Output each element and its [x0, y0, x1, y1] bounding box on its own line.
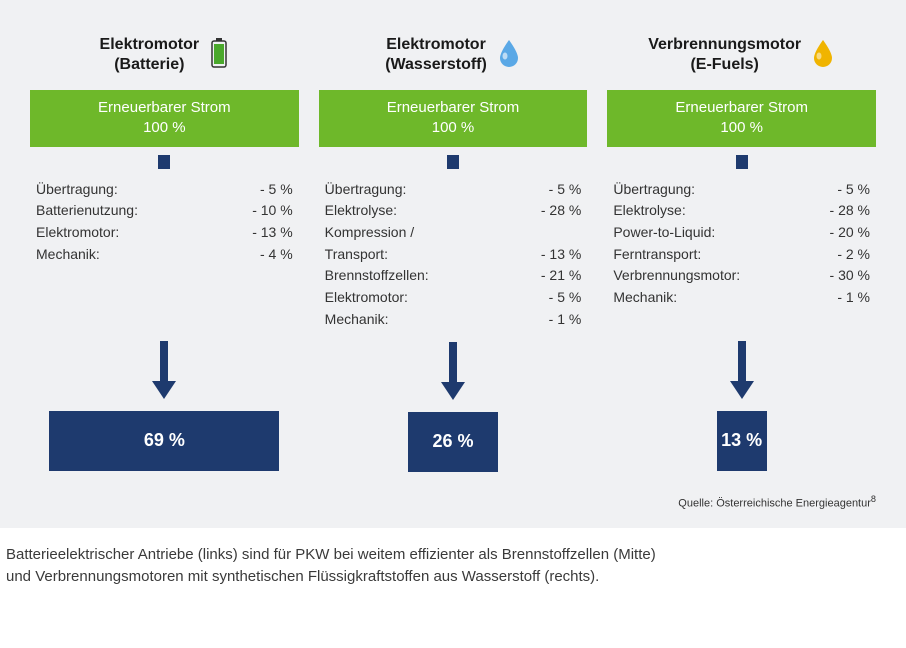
- loss-row: Verbrennungsmotor:- 30 %: [613, 265, 870, 287]
- source-line1: Erneuerbarer Strom: [675, 99, 808, 116]
- losses-list: Übertragung:- 5 % Elektrolyse:- 28 % Pow…: [607, 179, 876, 329]
- battery-icon: [209, 38, 229, 73]
- column-battery: Elektromotor (Batterie) Erneuerbarer Str…: [30, 30, 299, 472]
- column-header: Elektromotor (Wasserstoff): [319, 30, 588, 80]
- loss-row: Mechanik:- 4 %: [36, 244, 293, 266]
- source-box: Erneuerbarer Strom 100 %: [607, 90, 876, 147]
- source-line2: 100 %: [720, 119, 763, 136]
- loss-row: Übertragung:- 5 %: [613, 179, 870, 201]
- loss-row: Elektrolyse:- 28 %: [325, 200, 582, 222]
- connector-square: [447, 155, 459, 169]
- loss-row: Mechanik:- 1 %: [325, 309, 582, 331]
- result-wrap: 13 %: [607, 411, 876, 471]
- loss-row: Elektrolyse:- 28 %: [613, 200, 870, 222]
- column-hydrogen: Elektromotor (Wasserstoff) Erneuerbarer …: [319, 30, 588, 472]
- column-header: Verbrennungsmotor (E-Fuels): [607, 30, 876, 80]
- loss-row: Ferntransport:- 2 %: [613, 244, 870, 266]
- column-title: Elektromotor (Batterie): [100, 35, 200, 75]
- arrow: [727, 341, 757, 401]
- title-line2: (Batterie): [114, 56, 184, 73]
- caption-line1: Batterieelektrischer Antriebe (links) si…: [6, 546, 656, 563]
- caption: Batterieelektrischer Antriebe (links) si…: [6, 528, 906, 598]
- connector-square: [736, 155, 748, 169]
- columns-container: Elektromotor (Batterie) Erneuerbarer Str…: [30, 30, 876, 472]
- source-line1: Erneuerbarer Strom: [387, 99, 520, 116]
- source-line2: 100 %: [143, 119, 186, 136]
- loss-row: Power-to-Liquid:- 20 %: [613, 222, 870, 244]
- caption-line2: und Verbrennungsmotoren mit synthetische…: [6, 568, 599, 585]
- source-box: Erneuerbarer Strom 100 %: [30, 90, 299, 147]
- losses-list: Übertragung:- 5 % Batterienutzung:- 10 %…: [30, 179, 299, 329]
- source-box: Erneuerbarer Strom 100 %: [319, 90, 588, 147]
- loss-row: Elektromotor:- 5 %: [325, 287, 582, 309]
- result-wrap: 26 %: [319, 412, 588, 472]
- column-header: Elektromotor (Batterie): [30, 30, 299, 80]
- loss-row: Übertragung:- 5 %: [325, 179, 582, 201]
- column-title: Verbrennungsmotor (E-Fuels): [648, 35, 801, 75]
- loss-row: Batterienutzung:- 10 %: [36, 200, 293, 222]
- losses-list: Übertragung:- 5 % Elektrolyse:- 28 % Kom…: [319, 179, 588, 331]
- loss-row: Übertragung:- 5 %: [36, 179, 293, 201]
- column-title: Elektromotor (Wasserstoff): [385, 35, 487, 75]
- result-box: 69 %: [49, 411, 279, 471]
- loss-row: Elektromotor:- 13 %: [36, 222, 293, 244]
- arrow: [149, 341, 179, 401]
- arrow: [438, 342, 468, 402]
- loss-row: Mechanik:- 1 %: [613, 287, 870, 309]
- battery-fill: [214, 44, 224, 64]
- source-line1: Erneuerbarer Strom: [98, 99, 231, 116]
- infographic-panel: Elektromotor (Batterie) Erneuerbarer Str…: [0, 0, 906, 528]
- title-line2: (E-Fuels): [690, 56, 758, 73]
- result-box: 26 %: [408, 412, 498, 472]
- source-credit: Quelle: Österreichische Energieagentur8: [30, 494, 876, 510]
- column-efuels: Verbrennungsmotor (E-Fuels) Erneuerbarer…: [607, 30, 876, 472]
- connector-square: [158, 155, 170, 169]
- loss-row: Kompression /: [325, 222, 582, 244]
- loss-row: Brennstoffzellen:- 21 %: [325, 265, 582, 287]
- title-line2: (Wasserstoff): [385, 56, 487, 73]
- loss-row: Transport:- 13 %: [325, 244, 582, 266]
- result-box: 13 %: [717, 411, 767, 471]
- oildrop-icon: [811, 38, 835, 73]
- source-line2: 100 %: [432, 119, 475, 136]
- title-line1: Elektromotor: [100, 36, 200, 53]
- title-line1: Elektromotor: [386, 36, 486, 53]
- waterdrop-icon: [497, 38, 521, 73]
- title-line1: Verbrennungsmotor: [648, 36, 801, 53]
- result-wrap: 69 %: [30, 411, 299, 471]
